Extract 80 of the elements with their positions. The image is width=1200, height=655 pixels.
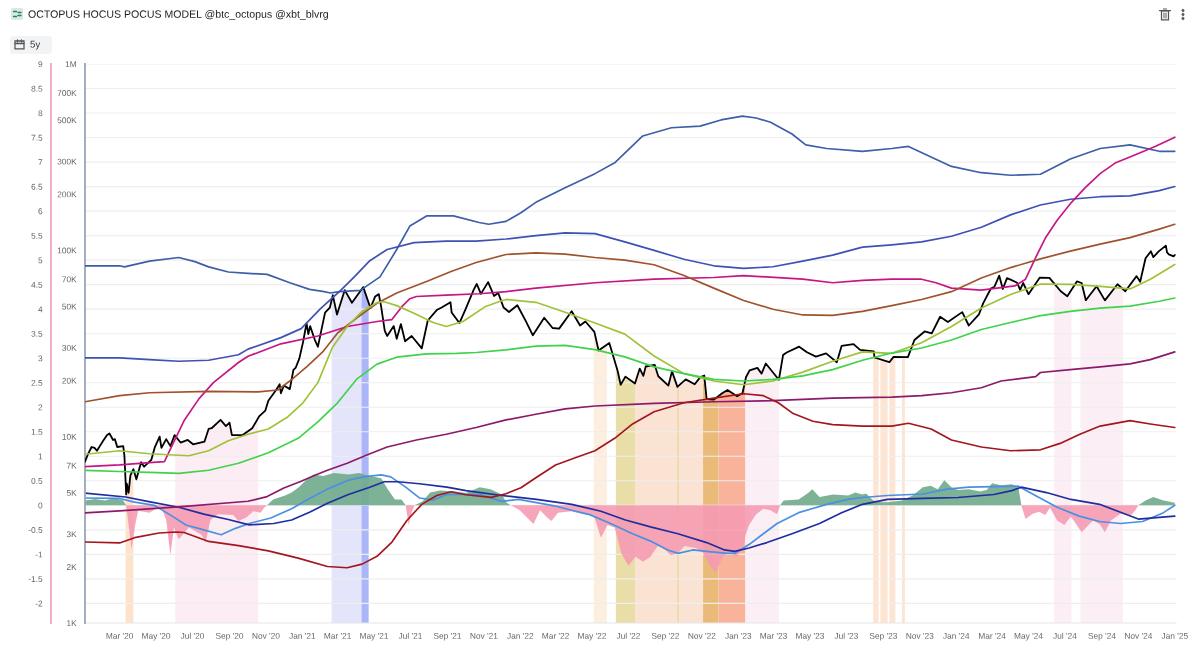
y2-tick-label: 1.5 (31, 429, 43, 435)
y2-tick-label: 1 (38, 453, 43, 460)
y2-tick-label: 2.5 (31, 379, 43, 386)
x-tick-label: May '20 (142, 632, 171, 641)
line-series (85, 223, 1176, 403)
line-series (85, 263, 1176, 457)
x-tick-label: Jul '21 (398, 632, 422, 639)
y-tick-label: 10K (62, 433, 77, 440)
line-series (85, 244, 1176, 496)
y2-tick-label: -1.5 (28, 576, 43, 582)
y-tick-label: 20K (62, 377, 77, 384)
x-tick-label: Nov '21 (470, 632, 498, 639)
x-tick-label: May '23 (796, 632, 825, 641)
x-tick-label: Mar '22 (542, 632, 569, 639)
y2-tick-label: 3 (38, 355, 43, 362)
y-tick-label: 300K (57, 158, 77, 165)
x-tick-label: Jan '24 (943, 632, 970, 639)
x-tick-label: Mar '20 (106, 632, 134, 639)
y2-tick-label: 4 (38, 306, 43, 313)
y-tick-label: 500K (57, 117, 77, 124)
x-tick-label: Mar '24 (979, 632, 1006, 639)
x-tick-label: Nov '22 (688, 632, 716, 639)
line-series (85, 115, 1176, 294)
y2-tick-label: 0 (38, 502, 43, 509)
x-tick-label: Jan '21 (289, 632, 316, 639)
y-tick-label: 7K (66, 462, 77, 469)
y2-tick-label: 6 (38, 208, 43, 215)
y2-tick-label: 4.5 (31, 281, 43, 288)
line-series (85, 185, 1176, 363)
y2-tick-label: 5.5 (31, 232, 43, 239)
x-tick-label: Mar '23 (760, 632, 787, 639)
y2-tick-label: 6.5 (31, 183, 43, 190)
y2-tick-label: 5 (38, 257, 43, 264)
y-tick-label: 70K (62, 276, 77, 283)
x-tick-label: Nov '20 (252, 632, 280, 639)
x-tick-label: Sep '23 (869, 632, 898, 641)
y2-tick-label: 7 (38, 159, 43, 166)
x-tick-label: Jan '22 (507, 632, 534, 639)
chart-title: OCTOPUS HOCUS POCUS MODEL @btc_octopus @xbt_blvrg (28, 10, 328, 20)
y2-tick-label: -0.5 (28, 527, 43, 533)
y2-tick-label: 0.5 (31, 478, 43, 484)
y2-tick-label: 3.5 (31, 330, 43, 337)
y-tick-label: 1K (67, 620, 77, 627)
text: 5y (30, 40, 41, 50)
y-tick-label: 5K (66, 490, 77, 496)
y-tick-label: 700K (57, 90, 77, 96)
y-tick-label: 2K (66, 564, 77, 570)
x-tick-label: Jul '20 (180, 632, 205, 639)
y2-tick-label: 9 (38, 61, 43, 68)
x-tick-label: Sep '20 (215, 632, 244, 641)
line-series (85, 392, 1176, 569)
y2-tick-label: -2 (35, 600, 43, 607)
y-tick-label: 3K (66, 531, 77, 538)
line-series (85, 351, 1176, 514)
x-tick-label: Jul '23 (834, 632, 858, 639)
x-tick-label: Jul '24 (1053, 632, 1077, 639)
x-tick-label: May '24 (1014, 632, 1043, 641)
y-tick-label: 100K (57, 247, 77, 254)
y-tick-label: 200K (57, 191, 77, 198)
line-series (85, 136, 1176, 468)
x-tick-label: May '21 (360, 632, 389, 641)
x-tick-label: Sep '22 (651, 632, 680, 641)
x-tick-label: Nov '24 (1125, 632, 1153, 639)
x-tick-label: Sep '24 (1088, 632, 1116, 641)
x-tick-label: Sep '21 (433, 632, 462, 641)
y2-tick-label: 2 (38, 404, 43, 411)
y2-tick-label: 7.5 (31, 134, 43, 141)
x-tick-label: May '22 (578, 632, 607, 641)
x-tick-label: Jan '25 (1161, 632, 1188, 639)
y-tick-label: 30K (62, 344, 77, 351)
y2-tick-label: 8 (38, 110, 43, 117)
line-series (85, 297, 1176, 475)
x-tick-label: Jul '22 (616, 632, 640, 639)
y-tick-label: 50K (62, 303, 77, 310)
y-tick-label: 1M (65, 61, 76, 68)
x-tick-label: Jan '23 (725, 632, 752, 639)
y2-tick-label: 8.5 (31, 85, 43, 92)
y2-tick-label: -1 (35, 551, 43, 558)
x-tick-label: Mar '21 (324, 632, 351, 639)
x-tick-label: Nov '23 (906, 632, 934, 639)
